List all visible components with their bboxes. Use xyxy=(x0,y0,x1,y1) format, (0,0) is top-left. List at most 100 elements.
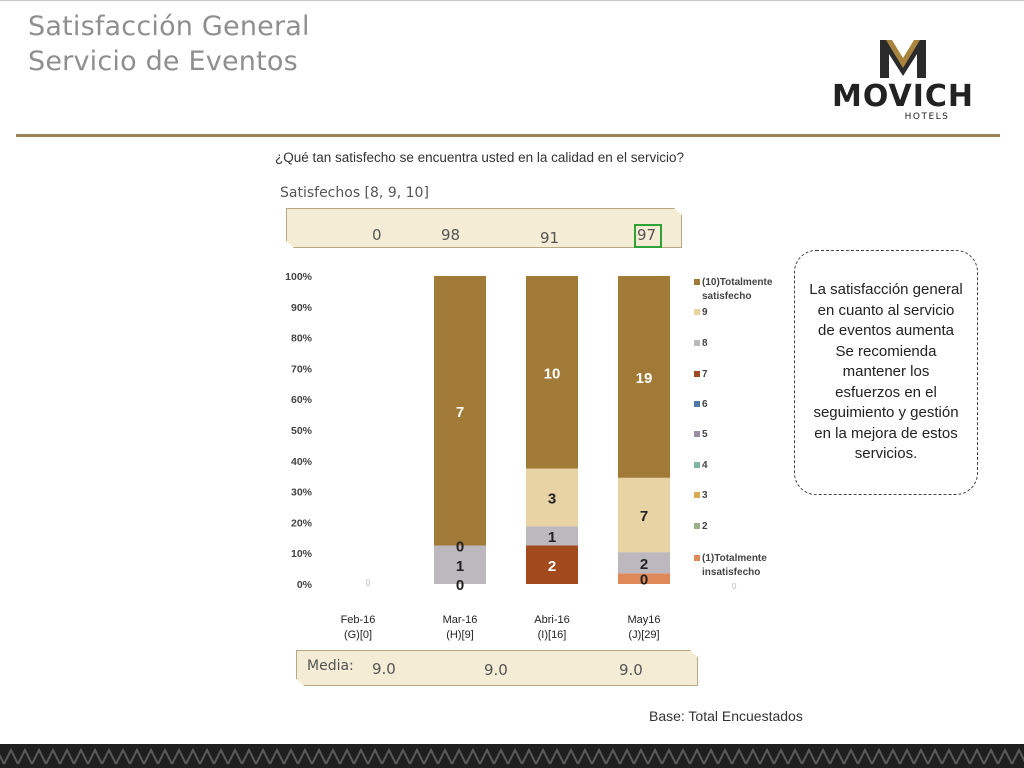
x-category-sublabel: (H)[9] xyxy=(446,629,474,641)
legend-label: 7 xyxy=(702,369,708,380)
y-tick-label: 30% xyxy=(291,487,313,499)
legend-label: 3 xyxy=(702,490,708,501)
footer-chevron xyxy=(647,747,663,765)
footer-chevron xyxy=(997,747,1013,765)
logo-brand-text: MOVICH xyxy=(832,79,974,114)
footer-chevron xyxy=(115,747,131,765)
footer-chevron xyxy=(857,747,873,765)
legend-swatch xyxy=(694,492,700,498)
bar-data-label: 2 xyxy=(640,556,648,573)
page-subtitle: Servicio de Eventos xyxy=(28,46,298,77)
bar-data-label: 1 xyxy=(548,529,556,546)
footer-chevron xyxy=(31,747,47,765)
footer-chevron xyxy=(703,747,719,765)
footer-chevron xyxy=(563,747,579,765)
empty-bar-marker: 0 xyxy=(365,578,370,588)
bar-data-label: 10 xyxy=(544,365,561,382)
footer-chevron xyxy=(73,747,89,765)
footer-chevron xyxy=(535,747,551,765)
footer-chevron xyxy=(941,747,957,765)
footer-chevron xyxy=(549,747,565,765)
legend-label: 8 xyxy=(702,338,708,349)
bar-data-label: 0 xyxy=(456,539,464,556)
bar-segment xyxy=(434,545,486,584)
footer-chevron xyxy=(619,747,635,765)
footer-chevron xyxy=(213,747,229,765)
footer-chevron xyxy=(871,747,887,765)
bar-data-label: 1 xyxy=(456,558,464,575)
footer-chevron xyxy=(157,747,173,765)
legend-label-cont: satisfecho xyxy=(702,291,751,302)
footer-chevron xyxy=(129,747,145,765)
y-tick-label: 70% xyxy=(291,363,313,375)
footer-chevron xyxy=(717,747,733,765)
media-label: Media: xyxy=(307,658,354,674)
footer-chevron xyxy=(353,747,369,765)
footer-chevron xyxy=(1011,747,1024,765)
footer-chevron xyxy=(507,747,523,765)
footer-chevron xyxy=(801,747,817,765)
footer-chevron xyxy=(983,747,999,765)
bar-segment xyxy=(434,276,486,546)
footer-chevron xyxy=(899,747,915,765)
bar-data-label: 2 xyxy=(548,558,556,575)
footer-chevron xyxy=(815,747,831,765)
bar-data-label: 3 xyxy=(548,490,556,507)
footer-chevron xyxy=(59,747,75,765)
footer-chevron xyxy=(661,747,677,765)
footer-chevron xyxy=(969,747,985,765)
bar-segment xyxy=(618,477,670,553)
stacked-bar-chart: 0% 10% 20% 30% 40% 50% 60% 70% 80% 90% 100% 0 Feb-16… xyxy=(285,271,773,641)
footer-chevron xyxy=(143,747,159,765)
legend-label: 2 xyxy=(702,521,708,532)
x-category-sublabel: (J)[29] xyxy=(628,629,659,641)
satisfied-value-may: 97 xyxy=(637,226,657,244)
footer-chevron xyxy=(493,747,509,765)
footer-chevron xyxy=(521,747,537,765)
footer-chevron xyxy=(633,747,649,765)
survey-question: ¿Qué tan satisfecho se encuentra usted e… xyxy=(275,150,684,165)
footer-chevron xyxy=(255,747,271,765)
footer-chevron xyxy=(829,747,845,765)
footer-chevron xyxy=(773,747,789,765)
y-tick-label: 60% xyxy=(291,394,313,406)
media-box xyxy=(296,650,698,686)
y-tick-label: 40% xyxy=(291,456,313,468)
satisfied-value-feb: 0 xyxy=(372,226,382,244)
footer-chevron xyxy=(227,747,243,765)
logo-mark-icon xyxy=(880,40,926,78)
satisfied-label: Satisfechos [8, 9, 10] xyxy=(280,185,429,201)
y-tick-label: 50% xyxy=(291,425,313,437)
x-category-label: Abri-16 xyxy=(534,614,569,626)
footer-chevron xyxy=(325,747,341,765)
base-note: Base: Total Encuestados xyxy=(649,708,803,724)
y-tick-label: 10% xyxy=(291,548,313,560)
footer-chevron xyxy=(955,747,971,765)
legend-label: 6 xyxy=(702,399,708,410)
legend-swatch xyxy=(694,401,700,407)
footer-chevron xyxy=(731,747,747,765)
footer-chevron xyxy=(171,747,187,765)
satisfied-highlight xyxy=(634,224,662,248)
legend-label-cont: insatisfecho xyxy=(702,567,760,578)
page-title: Satisfacción General xyxy=(28,11,310,42)
footer-chevron xyxy=(843,747,859,765)
footer-chevron xyxy=(367,747,383,765)
satisfied-box xyxy=(286,208,682,248)
y-tick-label: 90% xyxy=(291,302,313,314)
y-tick-label: 0% xyxy=(297,579,313,591)
satisfied-value-mar: 98 xyxy=(441,226,461,244)
footer-chevron xyxy=(913,747,929,765)
bar-data-label: 19 xyxy=(636,370,653,387)
legend-label: 4 xyxy=(702,460,708,471)
footer-chevron xyxy=(479,747,495,765)
footer-chevron xyxy=(577,747,593,765)
x-category-sublabel: (I)[16] xyxy=(538,629,567,641)
footer-chevron xyxy=(17,747,33,765)
legend-label: (10)Totalmente xyxy=(702,277,773,288)
movich-logo: MOVICH HOTELS xyxy=(818,38,988,122)
conclusion-text: La satisfacción general en cuanto al ser… xyxy=(809,281,963,463)
y-tick-label: 100% xyxy=(285,271,313,283)
footer-chevron xyxy=(591,747,607,765)
footer-pattern xyxy=(0,744,1024,768)
